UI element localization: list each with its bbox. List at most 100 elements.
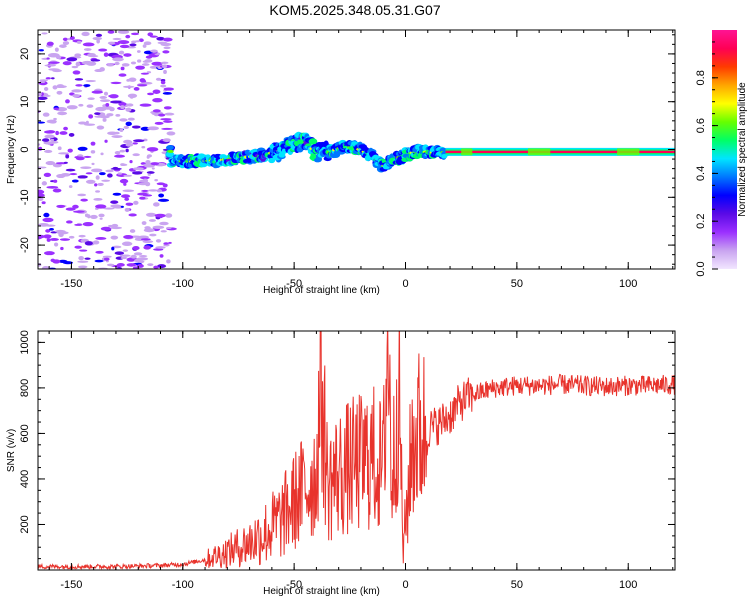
noise-blob xyxy=(56,90,63,95)
noise-blob xyxy=(159,254,164,258)
noise-blob xyxy=(78,121,88,125)
noise-blob xyxy=(150,162,160,166)
noise-blob xyxy=(91,162,95,166)
noise-blob xyxy=(84,257,91,260)
noise-blob xyxy=(165,213,173,218)
noise-blob xyxy=(144,59,153,63)
noise-blob xyxy=(68,185,73,188)
noise-blob xyxy=(141,146,146,149)
noise-blob xyxy=(156,189,163,193)
noise-blob xyxy=(57,111,68,116)
noise-blob xyxy=(141,189,149,192)
noise-blob xyxy=(162,138,171,143)
snr-x-label: Height of straight line (km) xyxy=(263,586,380,597)
noise-blob xyxy=(84,241,93,246)
noise-blob xyxy=(141,63,150,66)
noise-blob xyxy=(125,121,132,127)
noise-blob xyxy=(164,112,175,116)
noise-blob xyxy=(48,68,60,71)
noise-blob xyxy=(78,256,84,261)
noise-blob xyxy=(128,77,137,82)
noise-blob xyxy=(56,204,66,208)
noise-blob xyxy=(39,79,49,82)
noise-blob xyxy=(118,73,127,77)
noise-blob xyxy=(120,105,125,110)
noise-blob xyxy=(101,179,111,182)
noise-blob xyxy=(53,242,59,247)
noise-blob xyxy=(103,91,109,96)
noise-blob xyxy=(74,245,82,249)
noise-blob xyxy=(87,52,96,57)
noise-blob xyxy=(85,120,89,125)
noise-blob xyxy=(153,265,159,269)
noise-blob xyxy=(71,179,79,183)
noise-blob xyxy=(78,103,84,107)
noise-blob xyxy=(132,142,138,145)
noise-blob xyxy=(112,192,122,196)
noise-blob xyxy=(65,99,70,104)
noise-blob xyxy=(160,80,166,85)
noise-blob xyxy=(52,259,61,264)
noise-blob xyxy=(123,125,130,130)
noise-blob xyxy=(157,113,166,117)
noise-blob xyxy=(95,237,107,240)
noise-blob xyxy=(156,36,165,41)
noise-blob xyxy=(43,234,52,239)
noise-blob xyxy=(100,226,112,231)
noise-blob xyxy=(159,221,169,226)
noise-blob xyxy=(50,138,55,142)
noise-blob xyxy=(90,150,96,154)
noise-blob xyxy=(58,152,69,155)
noise-blob xyxy=(128,213,137,217)
noise-blob xyxy=(98,48,108,52)
colorbar-tick-label: 0.2 xyxy=(695,214,707,229)
noise-blob xyxy=(65,168,76,172)
x-tick-label: 100 xyxy=(619,579,637,591)
noise-blob xyxy=(138,182,148,186)
spectrogram-x-label: Height of straight line (km) xyxy=(263,285,380,296)
noise-blob xyxy=(55,130,59,136)
noise-blob xyxy=(135,65,145,70)
noise-blob xyxy=(46,130,56,134)
noise-blob xyxy=(99,217,103,220)
noise-blob xyxy=(140,81,153,85)
noise-blob xyxy=(110,100,122,104)
noise-blob xyxy=(43,212,50,218)
noise-blob xyxy=(130,254,137,259)
noise-blob xyxy=(41,32,48,35)
noise-blob xyxy=(111,223,119,228)
noise-blob xyxy=(119,128,124,132)
noise-blob xyxy=(38,262,42,267)
noise-blob xyxy=(131,32,140,36)
noise-blob xyxy=(146,171,155,174)
noise-blob xyxy=(77,175,88,179)
noise-blob xyxy=(160,84,167,88)
noise-blob xyxy=(131,125,141,129)
noise-blob xyxy=(162,50,170,54)
snr-frame xyxy=(37,330,676,571)
noise-blob xyxy=(40,92,44,97)
noise-blob xyxy=(94,183,98,187)
noise-blob xyxy=(134,40,141,43)
noise-blob xyxy=(110,235,119,240)
noise-blob xyxy=(66,57,78,62)
noise-blob xyxy=(71,65,79,69)
noise-blob xyxy=(53,107,60,111)
noise-blob xyxy=(166,259,171,264)
noise-blob xyxy=(153,202,160,207)
spectrogram-y-label: Frequency (Hz) xyxy=(6,115,17,184)
noise-blob xyxy=(107,131,118,136)
noise-blob xyxy=(38,197,44,201)
noise-blob xyxy=(38,146,43,151)
noise-blob xyxy=(42,94,51,97)
noise-blob xyxy=(95,106,107,112)
noise-blob xyxy=(125,107,132,112)
noise-blob xyxy=(140,72,149,75)
colorbar-tick-label: 0.8 xyxy=(695,70,707,85)
noise-blob xyxy=(145,212,157,217)
noise-blob xyxy=(97,182,104,187)
noise-blob xyxy=(137,59,142,63)
noise-blob xyxy=(38,166,47,169)
noise-blob xyxy=(68,235,75,239)
